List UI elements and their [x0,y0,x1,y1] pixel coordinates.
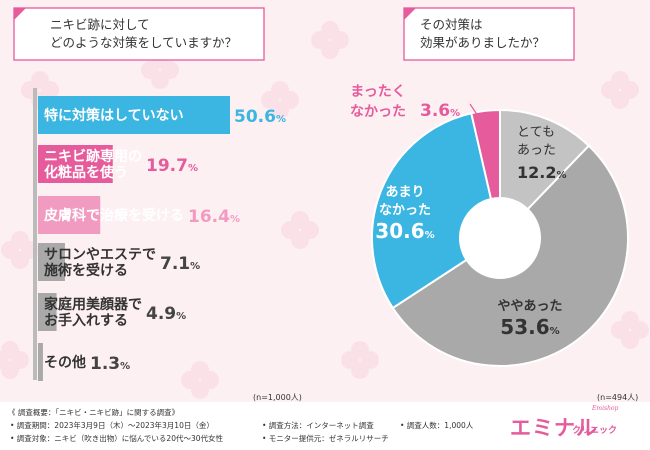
donut-category-label: まったく [350,84,405,100]
bar-value-unit: % [190,261,200,272]
left-question-line1: ニキビ跡に対して [50,17,150,32]
bg-petal [601,81,619,99]
bar-value-label: 16.4% [188,207,240,227]
bg-petal [11,351,29,369]
donut-value-label: 3.6% [420,101,460,121]
bar-category-label: 家庭用美顔器で [44,296,142,313]
survey-count: • 調査人数：1,000人 [400,421,474,430]
bg-petal [611,321,629,339]
bar-category-label: 化粧品を使う [44,164,128,181]
bar-value-label: 7.1% [160,254,200,274]
survey-target: • 調査対象：ニキビ（吹き出物）に悩んでいる20代〜30代女性 [10,434,224,443]
left-question-line2: どのような対策をしていますか？ [50,35,237,50]
bg-petal [0,351,9,369]
bar-value-unit: % [188,163,198,174]
survey-method: • 調査方法：インターネット調査 [262,421,374,430]
background-pattern [0,21,649,399]
bar-value-label: 50.6% [234,107,286,127]
bar [38,243,65,281]
donut-slice [391,144,629,367]
donut-value-label: 12.2% [517,163,567,182]
bg-petal [261,91,279,109]
bar-category-label: 皮膚科で治療を受ける [43,207,184,224]
logo-tagline: Emishop [592,405,619,412]
bar-value-label: 4.9% [146,304,186,324]
bg-petal [161,61,179,79]
bg-petal [631,321,649,339]
bar-category-label: その他 [44,354,86,371]
bg-petal [141,61,159,79]
donut-category-label: とても [517,125,555,140]
bar-category-label: お手入れする [44,312,128,329]
bg-petal [301,221,319,239]
bar-category-label: 特に対策はしていない [44,107,184,124]
bg-petal [361,351,379,369]
bar [38,196,101,234]
bar-category-label: サロンやエステで [44,247,156,263]
left-sample-size: (n=1,000人) [253,393,302,402]
donut-category-label: あまり [385,185,424,200]
bar [38,145,113,183]
bg-petal [621,81,639,99]
donut-value-unit: % [550,326,560,337]
bar [38,293,57,331]
donut-category-label: なかった [379,203,431,218]
leader-line [469,103,483,123]
right-sample-size: (n=494人) [597,393,639,402]
bg-petal [281,91,299,109]
survey-provider: • モニター提供元：ゼネラルリサーチ [262,434,389,443]
bar-axis [33,88,37,380]
bar-category-label: ニキビ跡専用の [44,148,142,165]
bar-value-unit: % [276,114,286,125]
bar-value-unit: % [176,311,186,322]
donut-hole [460,198,540,278]
donut-value-unit: % [425,230,435,241]
survey-title: 《 調査概要：「ニキビ・ニキビ跡」に関する調査》 [8,408,180,417]
donut-value-unit: % [556,170,566,181]
bg-petal [181,371,199,389]
bg-petal [201,371,219,389]
bar [38,343,43,381]
bg-petal [1,241,19,259]
logo-sub: クリニック [572,426,618,436]
donut-chart: とてもあった12.2%ややあった53.6%あまりなかった30.6%まったくなかっ… [350,84,629,367]
bg-petal [331,31,349,49]
right-question-box: その対策は 効果がありましたか？ [403,7,575,61]
bar-value-label: 1.3% [90,354,130,374]
bg-petal [281,221,299,239]
logo-main: エミナル [510,416,598,440]
donut-slice [371,112,493,310]
bg-petal [341,351,359,369]
donut-category-label: ややあった [497,299,562,314]
donut-category-label: あった [517,143,556,158]
bar-value-label: 19.7% [146,156,198,176]
bg-petal [41,81,59,99]
survey-period: • 調査期間：2023年3月9日（木）〜2023年3月10日（金） [10,421,214,430]
bar-value-unit: % [230,214,240,225]
donut-category-label: なかった [350,104,406,120]
bg-petal [311,31,329,49]
bar-category-label: 施術を受ける [44,262,128,279]
right-question-line2: 効果がありましたか？ [420,35,545,50]
bar [38,96,230,134]
donut-value-unit: % [450,108,460,119]
chart-canvas: ニキビ跡に対して どのような対策をしていますか？ その対策は 効果がありましたか… [0,7,649,399]
bar-value-unit: % [120,361,130,372]
footer: 《 調査概要：「ニキビ・ニキビ跡」に関する調査》 • 調査期間：2023年3月9… [0,402,650,450]
left-question-box: ニキビ跡に対して どのような対策をしていますか？ [13,7,265,61]
right-question-line1: その対策は [420,17,483,32]
